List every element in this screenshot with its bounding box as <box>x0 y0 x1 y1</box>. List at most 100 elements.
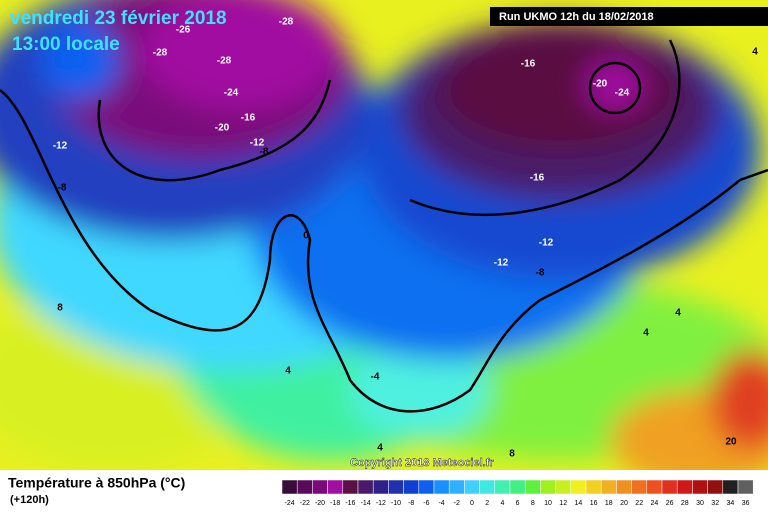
contour-label: 4 <box>377 443 383 454</box>
scale-label: 14 <box>575 500 583 507</box>
contour-label: -28 <box>153 48 168 59</box>
scale-label: -24 <box>285 500 295 507</box>
scale-label: -2 <box>454 500 460 507</box>
scale-swatch <box>418 479 435 495</box>
scale-swatch <box>661 479 678 495</box>
contour-label: -4 <box>371 372 380 383</box>
contour-label: -28 <box>279 17 294 28</box>
contour-line <box>97 79 332 182</box>
run-info: Run UKMO 12h du 18/02/2018 <box>499 11 654 23</box>
scale-label: 12 <box>559 500 567 507</box>
scale-label: -16 <box>345 500 355 507</box>
scale-label: 32 <box>711 500 719 507</box>
scale-swatch <box>585 479 602 495</box>
map-time: 13:00 locale <box>12 34 120 55</box>
scale-swatch <box>616 479 632 495</box>
contour-label: -26 <box>176 25 191 36</box>
contour-label: -8 <box>58 183 67 194</box>
contour-label: -12 <box>53 141 68 152</box>
contour-label: 4 <box>752 47 758 58</box>
legend-lead: (+120h) <box>10 494 49 506</box>
scale-label: -6 <box>423 500 429 507</box>
scale-swatch <box>388 479 404 495</box>
scale-swatch <box>312 479 328 495</box>
contour-label: -12 <box>539 238 554 249</box>
contour-label: -28 <box>217 56 232 67</box>
contour-line <box>0 89 768 413</box>
scale-swatch <box>281 479 298 495</box>
scale-label: -12 <box>376 500 386 507</box>
contour-label: -24 <box>615 88 630 99</box>
scale-label: 26 <box>666 500 674 507</box>
contour-label: -8 <box>260 147 269 158</box>
scale-swatch <box>509 479 526 495</box>
scale-swatch <box>707 479 724 495</box>
scale-swatch <box>357 479 374 495</box>
contour-line <box>588 61 642 115</box>
contour-label: -16 <box>241 113 256 124</box>
contour-label: -8 <box>536 268 545 279</box>
scale-swatch <box>676 479 693 495</box>
scale-label: -20 <box>315 500 325 507</box>
contour-label: 20 <box>725 437 737 448</box>
scale-swatch <box>631 479 648 495</box>
contour-labels: -26-28-28-28-24-20-16-12-8-12-80-16-20-2… <box>53 17 758 460</box>
scale-label: 16 <box>590 500 598 507</box>
temperature-map: -26-28-28-28-24-20-16-12-8-12-80-16-20-2… <box>0 0 768 470</box>
scale-label: 0 <box>470 500 474 507</box>
contour-label: -20 <box>215 123 230 134</box>
scale-label: 18 <box>605 500 613 507</box>
scale-swatch <box>464 479 480 495</box>
scale-swatch <box>555 479 572 495</box>
scale-swatch <box>372 479 389 495</box>
scale-swatch <box>448 479 465 495</box>
scale-swatch <box>540 479 556 495</box>
scale-label: -8 <box>408 500 414 507</box>
scale-swatch <box>737 479 754 495</box>
contour-label: -20 <box>593 79 608 90</box>
contour-label: 8 <box>57 303 63 314</box>
copyright: Copyright 2018 Meteociel.fr <box>350 457 494 469</box>
color-scale: -24 -22 -20 -18 -16 -14 -12 -10 -8 -6 -4 -2 0 2 4 6 8 10 1… <box>281 479 754 507</box>
scale-swatch <box>327 479 344 495</box>
scale-swatch <box>570 479 587 495</box>
contour-label: 4 <box>675 308 681 319</box>
scale-label: -22 <box>300 500 310 507</box>
contour-label: 4 <box>285 366 291 377</box>
scale-label: -18 <box>330 500 340 507</box>
scale-label: 34 <box>727 500 735 507</box>
scale-swatch <box>494 479 511 495</box>
run-box <box>490 7 768 26</box>
scale-label: 8 <box>531 500 535 507</box>
scale-label: 24 <box>651 500 659 507</box>
scale-label: 2 <box>485 500 489 507</box>
map-date: vendredi 23 février 2018 <box>10 8 227 29</box>
scale-swatch <box>342 479 359 495</box>
contour-label: -12 <box>494 258 509 269</box>
scale-label: 20 <box>620 500 628 507</box>
scale-swatch <box>433 479 450 495</box>
contour-line <box>409 39 681 217</box>
scale-swatch <box>692 479 708 495</box>
scale-swatch <box>722 479 739 495</box>
contour-label: -24 <box>224 88 239 99</box>
scale-label: -4 <box>438 500 444 507</box>
contour-label: 0 <box>303 231 309 242</box>
contour-label: 4 <box>643 328 649 339</box>
scale-swatch <box>403 479 420 495</box>
scale-swatch <box>524 479 541 495</box>
scale-swatch <box>479 479 496 495</box>
scale-label: 22 <box>635 500 643 507</box>
scale-label: 6 <box>516 500 520 507</box>
scale-label: 36 <box>742 500 750 507</box>
contour-label: -12 <box>250 138 265 149</box>
scale-swatch <box>646 479 663 495</box>
scale-label: 10 <box>544 500 552 507</box>
scale-label: 30 <box>696 500 704 507</box>
contour-label: -16 <box>530 173 545 184</box>
scale-label: -14 <box>361 500 371 507</box>
scale-label: 4 <box>500 500 504 507</box>
scale-label: -10 <box>391 500 401 507</box>
contour-label: 8 <box>509 449 515 460</box>
